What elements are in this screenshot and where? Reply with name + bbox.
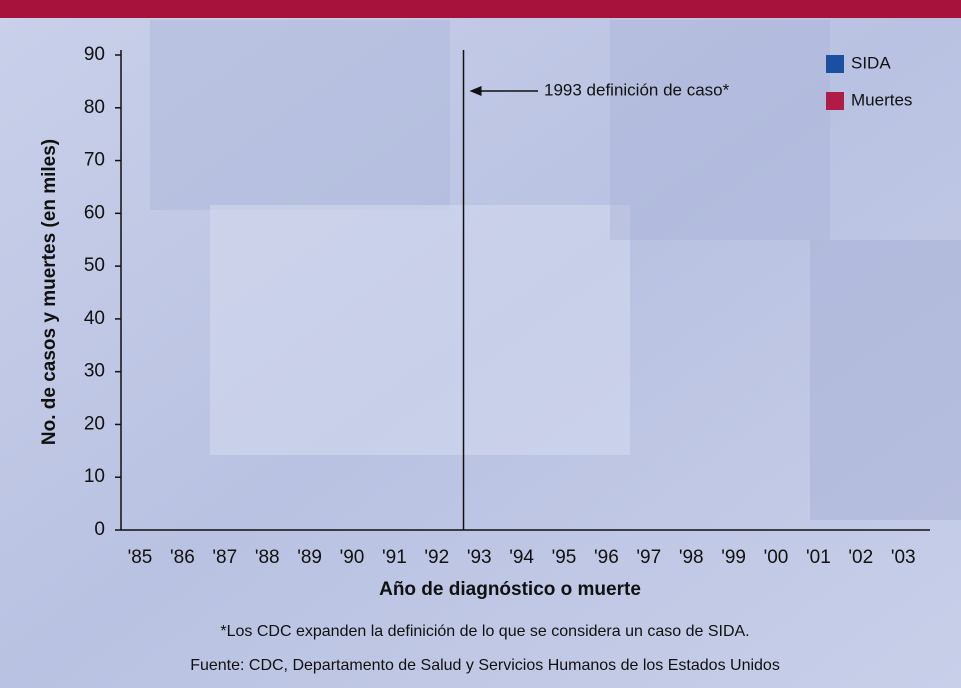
photo-tile	[150, 20, 450, 210]
legend-swatch	[826, 55, 844, 73]
x-tick-label: '85	[128, 547, 153, 568]
x-tick-label: '92	[424, 547, 449, 568]
x-tick-label: '99	[721, 547, 746, 568]
y-tick-label: 90	[84, 44, 105, 65]
y-axis-title: No. de casos y muertes (en miles)	[39, 139, 60, 445]
x-tick-label: '86	[170, 547, 195, 568]
photo-tile	[610, 20, 830, 240]
y-tick-label: 60	[84, 202, 105, 223]
x-tick-label: '89	[297, 547, 322, 568]
y-tick-label: 80	[84, 97, 105, 118]
chart: No. de casos y muertes (en miles) Año de…	[0, 0, 961, 688]
x-tick-label: '03	[891, 547, 916, 568]
y-tick-label: 50	[84, 255, 105, 276]
y-tick-label: 10	[84, 466, 105, 487]
x-tick-label: '02	[848, 547, 873, 568]
x-tick-label: '88	[255, 547, 280, 568]
x-tick-label: '94	[509, 547, 534, 568]
y-tick-label: 70	[84, 150, 105, 171]
x-tick-label: '01	[806, 547, 831, 568]
source: Fuente: CDC, Departamento de Salud y Ser…	[190, 657, 780, 674]
photo-tile	[210, 205, 630, 455]
footnote: *Los CDC expanden la definición de lo qu…	[220, 623, 749, 640]
x-axis-title: Año de diagnóstico o muerte	[379, 579, 641, 600]
x-tick-label: '93	[467, 547, 492, 568]
x-tick-label: '96	[594, 547, 619, 568]
x-tick-label: '00	[764, 547, 789, 568]
legend-label: SIDA	[851, 53, 891, 72]
x-tick-label: '90	[340, 547, 365, 568]
y-tick-label: 20	[84, 413, 105, 434]
x-tick-label: '95	[552, 547, 577, 568]
x-tick-label: '91	[382, 547, 407, 568]
legend-label: Muertes	[851, 90, 912, 109]
photo-tile	[810, 240, 961, 520]
x-tick-label: '98	[679, 547, 704, 568]
y-tick-label: 30	[84, 361, 105, 382]
top-band	[0, 0, 961, 18]
y-tick-label: 40	[84, 308, 105, 329]
x-tick-label: '87	[212, 547, 237, 568]
x-tick-label: '97	[636, 547, 661, 568]
legend-swatch	[826, 92, 844, 110]
annotation: 1993 definición de caso*	[544, 80, 730, 99]
page: No. de casos y muertes (en miles) Año de…	[0, 0, 961, 688]
y-tick-label: 0	[94, 519, 105, 540]
